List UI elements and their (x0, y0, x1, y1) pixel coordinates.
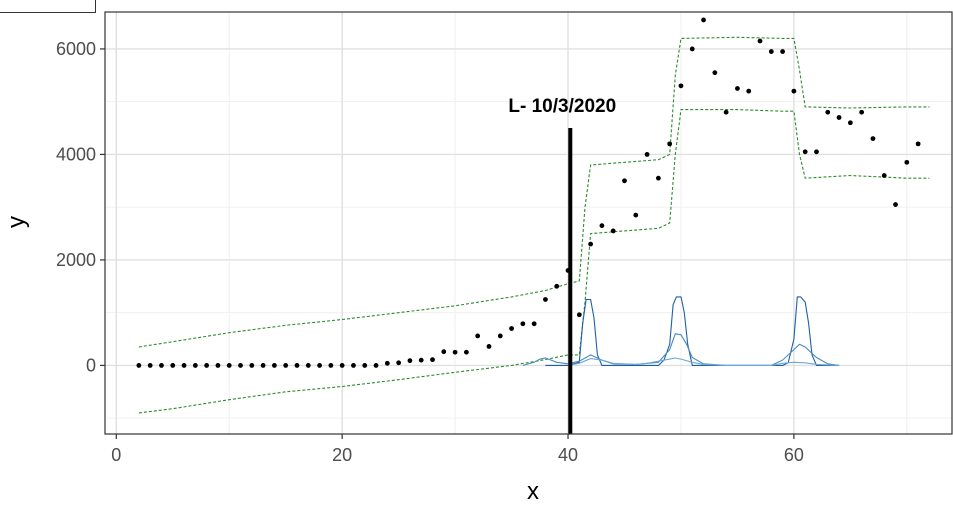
y-tick-label: 0 (86, 355, 96, 375)
x-tick-label: 20 (332, 445, 352, 465)
data-point (780, 49, 785, 54)
data-point (317, 363, 322, 368)
data-point (667, 141, 673, 147)
annotation-label: L- 10/3/2020 (508, 96, 616, 117)
data-point (396, 360, 402, 366)
data-point (463, 349, 469, 355)
peak-a-line (545, 296, 840, 366)
data-point (362, 363, 368, 368)
y-tick-label: 4000 (56, 144, 96, 164)
data-point (543, 297, 548, 302)
data-point (509, 326, 514, 331)
data-point (136, 363, 142, 368)
data-point (283, 363, 289, 368)
data-point (554, 283, 560, 289)
data-point (339, 363, 345, 368)
data-point (701, 17, 706, 23)
peak-c-line (567, 357, 840, 366)
x-axis-label: x (527, 478, 539, 505)
data-point (328, 363, 334, 368)
data-point (249, 363, 255, 368)
data-point (599, 223, 605, 229)
data-point (802, 149, 808, 155)
data-point (531, 321, 537, 327)
x-tick-label: 0 (111, 445, 121, 465)
data-point (305, 363, 311, 368)
lower-band-line (138, 109, 930, 414)
data-point (881, 173, 887, 178)
data-point (633, 212, 639, 218)
data-point (147, 363, 153, 368)
data-point (915, 141, 921, 147)
data-point (226, 363, 232, 368)
data-point (181, 363, 187, 368)
x-axis-ticks: 0 20 40 60 (111, 434, 804, 465)
data-point (712, 70, 718, 76)
data-point (825, 109, 831, 115)
data-point (452, 349, 458, 355)
data-point (814, 149, 819, 155)
data-point (384, 360, 390, 366)
data-point (215, 363, 221, 368)
data-point (441, 349, 447, 355)
data-point (418, 357, 424, 363)
data-point (847, 120, 853, 126)
data-point (238, 363, 243, 368)
data-point (520, 321, 526, 327)
y-tick-label: 6000 (56, 39, 96, 59)
data-point (791, 88, 797, 94)
data-point (893, 202, 898, 207)
data-point (373, 363, 379, 368)
data-point (430, 357, 435, 363)
data-point (678, 83, 684, 89)
data-point (610, 228, 616, 234)
data-point (475, 333, 481, 339)
data-point (170, 363, 176, 368)
data-point (159, 363, 164, 368)
peak-curves (522, 296, 840, 366)
data-point (746, 88, 752, 94)
data-point (588, 241, 594, 247)
x-tick-label: 40 (558, 445, 578, 465)
data-point (407, 358, 413, 364)
grid-minor (105, 12, 952, 434)
peak-b-line (522, 333, 840, 366)
data-point (723, 109, 729, 115)
corner-frame (0, 0, 96, 13)
data-point (859, 109, 865, 115)
annotation-group: L- 10/3/2020 (508, 96, 616, 434)
data-point (689, 46, 695, 52)
data-point (294, 363, 300, 368)
data-point (497, 333, 503, 339)
data-point (644, 152, 650, 157)
data-point (870, 136, 876, 142)
x-tick-label: 60 (784, 445, 804, 465)
data-point (260, 363, 266, 368)
plot-border (104, 11, 953, 435)
data-point (735, 86, 740, 91)
grid-major (105, 12, 952, 434)
data-point (622, 178, 627, 184)
confidence-bands (138, 36, 930, 414)
plot-background (105, 12, 952, 434)
data-point (192, 363, 198, 368)
data-point (836, 115, 842, 120)
y-axis-ticks: 0 2000 4000 6000 (56, 39, 105, 375)
data-point (486, 344, 492, 349)
data-point (655, 175, 661, 181)
data-point (768, 49, 774, 54)
data-point (757, 38, 763, 44)
data-points (136, 17, 921, 368)
data-point (204, 363, 210, 368)
data-point (904, 159, 910, 165)
data-point (351, 363, 356, 368)
y-axis-label: y (3, 216, 30, 228)
y-tick-label: 2000 (56, 250, 96, 270)
data-point (576, 312, 582, 318)
data-point (272, 363, 277, 368)
